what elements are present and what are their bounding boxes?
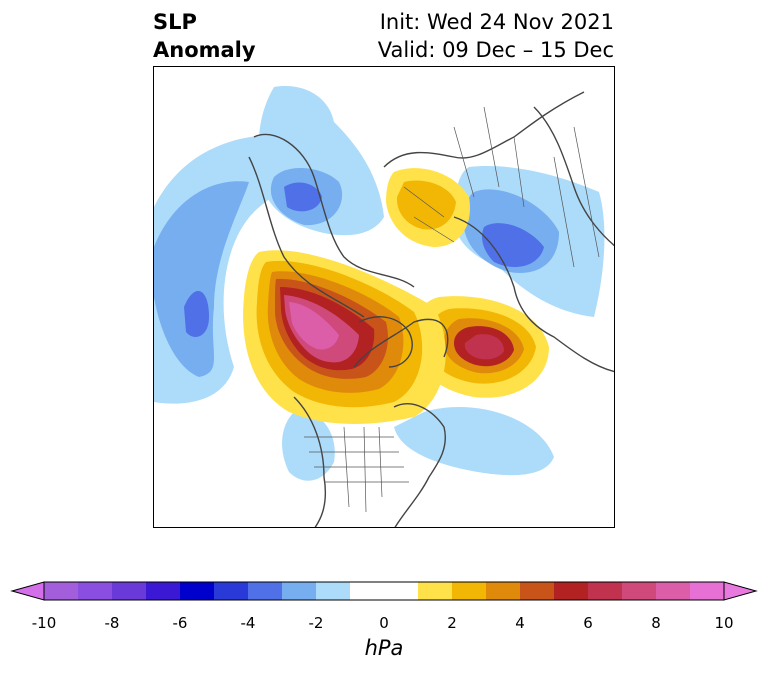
title-right: Init: Wed 24 Nov 2021 Valid: 09 Dec – 15… <box>378 8 614 64</box>
colorbar-bin <box>656 582 691 600</box>
colorbar-bin <box>486 582 521 600</box>
title-variable: SLP <box>153 10 197 34</box>
colorbar-bin <box>588 582 623 600</box>
colorbar-bins <box>44 582 725 600</box>
colorbar-bin <box>316 582 351 600</box>
colorbar-bin <box>622 582 657 600</box>
colorbar-bin <box>146 582 181 600</box>
colorbar-under-arrow <box>10 581 45 601</box>
colorbar-bin <box>248 582 283 600</box>
negative-anomaly-siberia <box>258 86 384 236</box>
colorbar-tick-label: 2 <box>447 614 457 632</box>
colorbar-bin <box>690 582 725 600</box>
colorbar-outline <box>43 581 725 601</box>
anomaly-map <box>154 86 614 527</box>
positive-anomaly-scandinavia <box>386 168 470 247</box>
colorbar-bin <box>418 582 453 600</box>
colorbar-bin <box>180 582 215 600</box>
colorbar-tick-label: -6 <box>172 614 188 632</box>
coastlines <box>248 91 614 527</box>
colorbar-tick-label: 4 <box>515 614 525 632</box>
colorbar-bin <box>554 582 589 600</box>
colorbar-bin <box>44 582 79 600</box>
title-field: Anomaly <box>153 38 256 62</box>
colorbar-bin <box>112 582 147 600</box>
colorbar-bin <box>452 582 487 600</box>
negative-anomaly-atlantic <box>394 407 554 476</box>
colorbar <box>10 581 758 601</box>
init-date: Init: Wed 24 Nov 2021 <box>379 10 614 34</box>
colorbar-tick-label: -4 <box>240 614 256 632</box>
negative-anomaly-west-us <box>282 411 335 481</box>
map-panel <box>153 66 615 528</box>
colorbar-tick-label: 6 <box>583 614 593 632</box>
colorbar-tick-label: -2 <box>308 614 324 632</box>
colorbar-bin <box>78 582 113 600</box>
title-left: SLP Anomaly <box>153 8 256 64</box>
valid-range: Valid: 09 Dec – 15 Dec <box>377 38 614 62</box>
colorbar-bin <box>282 582 317 600</box>
colorbar-bin <box>350 582 385 600</box>
colorbar-bin <box>214 582 249 600</box>
colorbar-tick-label: 8 <box>651 614 661 632</box>
negative-anomaly-russia <box>454 166 605 317</box>
colorbar-over-arrow <box>723 581 758 601</box>
country-borders <box>304 106 600 513</box>
colorbar-bin <box>384 582 419 600</box>
positive-anomaly-iceland <box>409 296 549 398</box>
colorbar-tick-label: -10 <box>31 614 57 632</box>
colorbar-tick-label: 10 <box>714 614 734 632</box>
negative-anomaly-west <box>154 134 317 404</box>
colorbar-tick-label: 0 <box>379 614 389 632</box>
colorbar-bin <box>520 582 555 600</box>
colorbar-tick-label: -8 <box>104 614 120 632</box>
positive-anomaly-canada <box>243 250 446 424</box>
colorbar-unit: hPa <box>364 636 404 660</box>
